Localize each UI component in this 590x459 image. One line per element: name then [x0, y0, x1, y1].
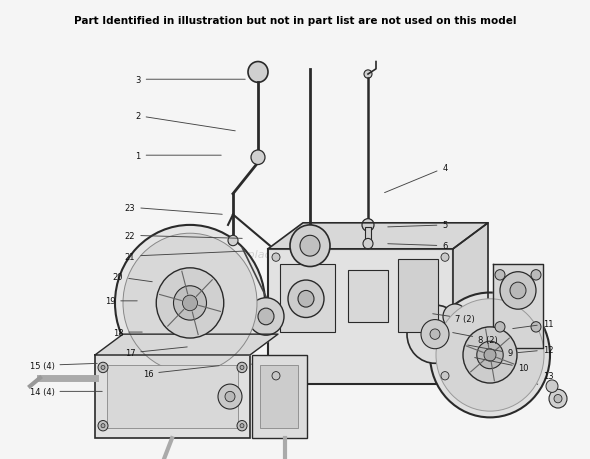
Circle shape — [463, 327, 517, 383]
Circle shape — [225, 392, 235, 402]
Text: 11: 11 — [513, 319, 553, 329]
Circle shape — [258, 308, 274, 325]
Circle shape — [115, 225, 265, 381]
Circle shape — [441, 372, 449, 380]
Circle shape — [248, 62, 268, 83]
Circle shape — [430, 293, 550, 418]
Bar — [268, 249, 453, 384]
Circle shape — [173, 286, 206, 320]
Text: 16: 16 — [143, 366, 219, 378]
Text: 20: 20 — [113, 273, 152, 282]
Text: 22: 22 — [124, 231, 242, 240]
Text: 10: 10 — [475, 358, 528, 372]
Text: 12: 12 — [518, 346, 553, 354]
Circle shape — [421, 320, 449, 349]
Circle shape — [272, 372, 280, 380]
Text: 19: 19 — [105, 297, 137, 306]
Circle shape — [510, 282, 526, 299]
Circle shape — [272, 253, 280, 262]
Text: 8 (2): 8 (2) — [453, 333, 498, 344]
Text: 14 (4): 14 (4) — [30, 387, 102, 396]
Bar — [252, 355, 307, 438]
Circle shape — [248, 298, 284, 336]
Bar — [260, 365, 298, 428]
Circle shape — [477, 341, 503, 369]
Text: 2: 2 — [135, 112, 235, 132]
Text: 1: 1 — [135, 151, 221, 160]
Bar — [365, 228, 371, 242]
Text: 9: 9 — [468, 345, 513, 358]
Circle shape — [298, 291, 314, 308]
Polygon shape — [268, 224, 488, 249]
Circle shape — [441, 253, 449, 262]
Text: Part Identified in illustration but not in part list are not used on this model: Part Identified in illustration but not … — [74, 16, 516, 26]
Circle shape — [228, 236, 238, 246]
Circle shape — [430, 329, 440, 340]
Circle shape — [300, 236, 320, 257]
Circle shape — [101, 365, 105, 369]
Bar — [107, 365, 238, 428]
Text: 23: 23 — [124, 203, 222, 215]
Text: 17: 17 — [124, 347, 187, 358]
Polygon shape — [493, 265, 543, 348]
Circle shape — [495, 270, 505, 280]
Circle shape — [531, 270, 541, 280]
Polygon shape — [95, 335, 278, 355]
Bar — [348, 270, 388, 322]
Circle shape — [484, 349, 496, 361]
Bar — [95, 355, 250, 438]
Circle shape — [407, 305, 463, 364]
Circle shape — [549, 389, 567, 408]
Text: 7 (2): 7 (2) — [432, 314, 475, 323]
Polygon shape — [453, 224, 488, 384]
Text: 18: 18 — [113, 328, 142, 337]
Text: 6: 6 — [388, 242, 448, 251]
Circle shape — [182, 296, 198, 311]
Text: 5: 5 — [388, 221, 448, 230]
Circle shape — [495, 322, 505, 332]
Circle shape — [436, 299, 544, 411]
Circle shape — [240, 424, 244, 428]
Circle shape — [237, 420, 247, 431]
Circle shape — [290, 225, 330, 267]
Circle shape — [218, 384, 242, 409]
Circle shape — [98, 363, 108, 373]
Circle shape — [98, 420, 108, 431]
Circle shape — [237, 363, 247, 373]
Circle shape — [364, 71, 372, 79]
Circle shape — [288, 280, 324, 318]
Circle shape — [362, 219, 374, 232]
Circle shape — [500, 272, 536, 309]
Circle shape — [240, 365, 244, 369]
Text: 3: 3 — [135, 76, 245, 84]
Circle shape — [531, 322, 541, 332]
Bar — [280, 265, 335, 332]
Circle shape — [554, 395, 562, 403]
Text: 15 (4): 15 (4) — [30, 361, 97, 370]
Text: eReplacementParts.com: eReplacementParts.com — [227, 249, 363, 259]
Circle shape — [101, 424, 105, 428]
Circle shape — [363, 239, 373, 249]
Text: 4: 4 — [385, 164, 448, 193]
Text: 13: 13 — [537, 371, 553, 385]
Text: 21: 21 — [124, 252, 245, 261]
Circle shape — [251, 151, 265, 165]
Circle shape — [443, 304, 467, 329]
Circle shape — [123, 234, 257, 373]
Circle shape — [156, 268, 224, 338]
Circle shape — [546, 380, 558, 392]
Bar — [398, 260, 438, 332]
